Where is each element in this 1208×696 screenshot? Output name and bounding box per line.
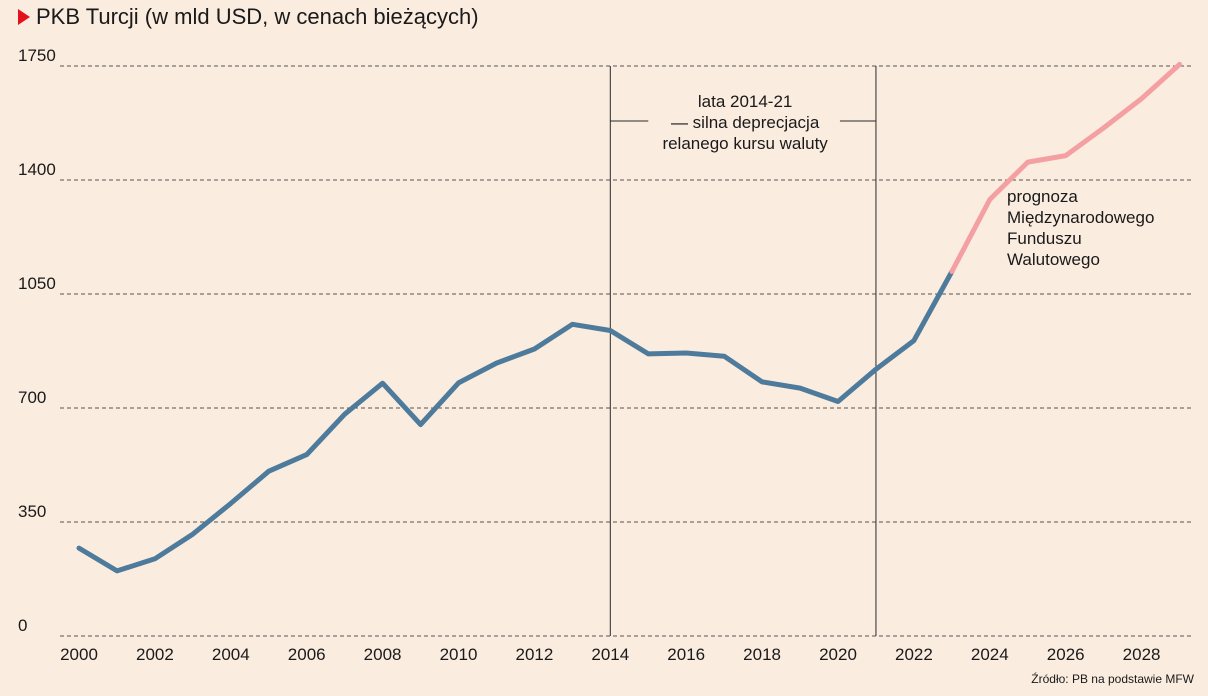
series-line-historical [76, 269, 955, 574]
x-tick-label: 2024 [971, 645, 1009, 664]
x-tick-label: 2012 [515, 645, 553, 664]
y-tick-label: 700 [18, 388, 46, 407]
period-label-line: relanego kursu waluty [662, 134, 828, 153]
y-tick-label: 1050 [18, 274, 56, 293]
x-tick-label: 2010 [440, 645, 478, 664]
series-lines [76, 61, 1183, 574]
x-tick-label: 2028 [1123, 645, 1161, 664]
y-tick-label: 0 [18, 616, 27, 635]
x-tick-label: 2026 [1047, 645, 1085, 664]
chart-title: PKB Turcji (w mld USD, w cenach bieżącyc… [18, 4, 479, 30]
y-tick-label: 1400 [18, 160, 56, 179]
period-label-line: — silna deprecjacja [671, 113, 820, 132]
forecast-label-line: Międzynarodowego [1007, 208, 1154, 227]
x-tick-label: 2014 [591, 645, 629, 664]
period-annotation: lata 2014-21 — silna deprecjacja relanego … [609, 66, 877, 636]
period-label-line: lata 2014-21 [698, 92, 793, 111]
x-tick-label: 2008 [364, 645, 402, 664]
x-tick-label: 2018 [743, 645, 781, 664]
x-tick-label: 2020 [819, 645, 857, 664]
x-tick-label: 2002 [136, 645, 174, 664]
series-line-forecast [949, 61, 1183, 274]
x-tick-label: 2004 [212, 645, 250, 664]
triangle-marker-icon [18, 9, 30, 25]
forecast-annotation: prognoza Międzynarodowego Funduszu Walutowe… [1007, 187, 1154, 269]
forecast-label-line: Funduszu [1007, 229, 1082, 248]
x-tick-label: 2000 [60, 645, 98, 664]
y-axis-ticks: 0 350 700 1050 1400 1750 [18, 46, 56, 635]
x-tick-label: 2016 [667, 645, 705, 664]
x-tick-label: 2006 [288, 645, 326, 664]
chart-title-text: PKB Turcji (w mld USD, w cenach bieżącyc… [36, 4, 479, 29]
y-tick-label: 1750 [18, 46, 56, 65]
x-axis-ticks: 2000 2002 2004 2006 2008 2010 2012 2014 2016 2018… [60, 645, 1160, 664]
gridlines [60, 65, 1192, 637]
x-tick-label: 2022 [895, 645, 933, 664]
y-tick-label: 350 [18, 502, 46, 521]
forecast-label-line: prognoza [1007, 187, 1078, 206]
source-note: Źródło: PB na podstawie MFW [1031, 672, 1194, 686]
forecast-label-line: Walutowego [1007, 250, 1100, 269]
